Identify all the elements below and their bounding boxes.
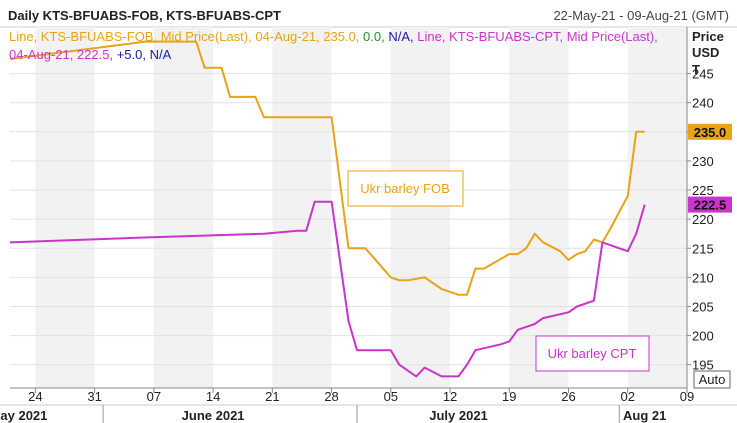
y-tick-label: 220 bbox=[692, 212, 714, 227]
y-axis-title-usd: USD bbox=[692, 45, 719, 60]
date-range: 22-May-21 - 09-Aug-21 (GMT) bbox=[553, 8, 729, 23]
y-axis-title-t: T bbox=[692, 62, 700, 77]
legend-segment: Line, KTS-BFUABS-CPT, Mid Price(Last), bbox=[417, 29, 658, 44]
cpt-annotation: Ukr barley CPT bbox=[535, 335, 650, 372]
y-tick-label: 230 bbox=[692, 154, 714, 169]
y-tick-label: 205 bbox=[692, 299, 714, 314]
week-band bbox=[627, 27, 687, 388]
x-tick-label: 05 bbox=[384, 389, 398, 404]
fob-series-line bbox=[9, 40, 645, 296]
legend-segment: N/A, bbox=[388, 29, 417, 44]
legend-line-1: Line, KTS-BFUABS-FOB, Mid Price(Last), 0… bbox=[9, 29, 658, 44]
series-lines bbox=[9, 40, 646, 378]
y-tick-label: 240 bbox=[692, 96, 714, 111]
x-tick-label: 24 bbox=[28, 389, 42, 404]
legend-line-2: 04-Aug-21, 222.5, +5.0, N/A bbox=[9, 47, 172, 62]
chart-title: Daily KTS-BFUABS-FOB, KTS-BFUABS-CPT bbox=[8, 8, 281, 23]
x-tick-label: 09 bbox=[680, 389, 694, 404]
background-bands bbox=[35, 27, 687, 388]
week-band bbox=[272, 27, 332, 388]
fob-last-value-label: 235.0 bbox=[694, 125, 727, 140]
week-band bbox=[35, 27, 95, 388]
y-tick-label: 195 bbox=[692, 358, 714, 373]
legend-segment: 04-Aug-21, 222.5, bbox=[9, 47, 117, 62]
fob-annotation: Ukr barley FOB bbox=[347, 170, 464, 207]
y-tick-label: 200 bbox=[692, 329, 714, 344]
y-tick-label: 245 bbox=[692, 67, 714, 82]
week-band bbox=[509, 27, 569, 388]
cpt-last-value-tag bbox=[688, 196, 732, 213]
x-tick-label: 21 bbox=[265, 389, 279, 404]
auto-scale-button[interactable]: Auto bbox=[693, 370, 731, 389]
legend-segment: Line, KTS-BFUABS-FOB, Mid Price(Last), 0… bbox=[9, 29, 363, 44]
cpt-annotation-label: Ukr barley CPT bbox=[548, 346, 637, 361]
x-tick-label: 02 bbox=[621, 389, 635, 404]
month-label: Aug 21 bbox=[623, 408, 666, 423]
x-tick-label: 07 bbox=[147, 389, 161, 404]
fob-annotation-label: Ukr barley FOB bbox=[360, 181, 450, 196]
legend-segment: 0.0, bbox=[363, 29, 388, 44]
week-band bbox=[153, 27, 214, 388]
week-band bbox=[390, 27, 451, 388]
y-tick-label: 210 bbox=[692, 270, 714, 285]
month-label: June 2021 bbox=[182, 408, 245, 423]
legend-segment: +5.0, bbox=[117, 47, 150, 62]
x-tick-label: 19 bbox=[502, 389, 516, 404]
x-tick-label: 31 bbox=[87, 389, 101, 404]
last-value-tags: 235.0 222.5 bbox=[688, 123, 732, 213]
fob-last-value-tag bbox=[688, 123, 732, 140]
legend-segment: N/A bbox=[150, 47, 172, 62]
x-tick-labels: 24 31 07 14 21 28 05 12 19 26 02 09 bbox=[28, 388, 694, 404]
cpt-last-value-label: 222.5 bbox=[694, 198, 727, 213]
month-label: July 2021 bbox=[429, 408, 488, 423]
auto-scale-label: Auto bbox=[699, 372, 726, 387]
x-tick-label: 28 bbox=[324, 389, 338, 404]
month-label: May 2021 bbox=[0, 408, 47, 423]
y-tick-label: 225 bbox=[692, 183, 714, 198]
month-labels: May 2021 June 2021 July 2021 Aug 21 bbox=[0, 405, 666, 423]
x-tick-label: 14 bbox=[206, 389, 220, 404]
x-tick-label: 12 bbox=[443, 389, 457, 404]
y-axis-title-price: Price bbox=[692, 29, 724, 44]
cpt-series-line bbox=[9, 200, 646, 378]
x-tick-label: 26 bbox=[561, 389, 575, 404]
y-tick-label: 215 bbox=[692, 241, 714, 256]
